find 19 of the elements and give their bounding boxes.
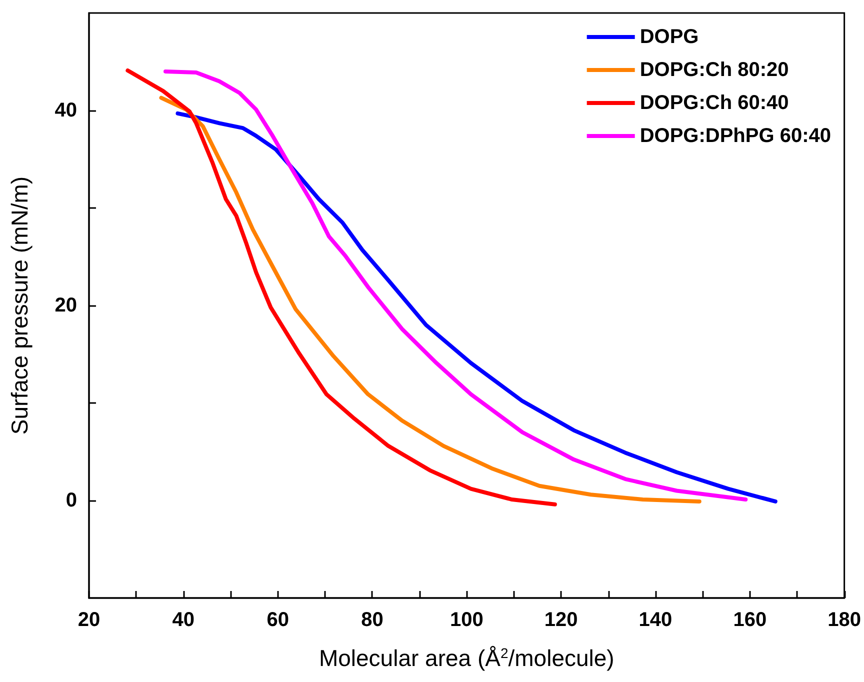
y-tick-label: 0 xyxy=(66,490,77,512)
x-tick-label: 120 xyxy=(544,609,578,631)
x-tick-label: 40 xyxy=(172,609,195,631)
x-tick-label: 80 xyxy=(361,609,384,631)
x-tick-label: 160 xyxy=(733,609,767,631)
y-tick-label: 20 xyxy=(54,294,77,316)
legend-label: DOPG:DPhPG 60:40 xyxy=(640,125,832,147)
legend-label: DOPG xyxy=(640,26,699,48)
line-series xyxy=(126,68,557,506)
x-tick-label: 20 xyxy=(78,609,100,631)
line-series xyxy=(176,111,778,504)
x-tick-label: 100 xyxy=(450,609,484,631)
y-axis-title: Surface pressure (mN/m) xyxy=(6,176,32,435)
x-tick-label: 60 xyxy=(266,609,289,631)
legend-label: DOPG:Ch 60:40 xyxy=(640,92,789,114)
legend-label: DOPG:Ch 80:20 xyxy=(640,59,789,81)
x-tick-label: 180 xyxy=(828,609,862,631)
y-tick-label: 40 xyxy=(54,100,77,122)
x-tick-label: 140 xyxy=(638,609,672,631)
